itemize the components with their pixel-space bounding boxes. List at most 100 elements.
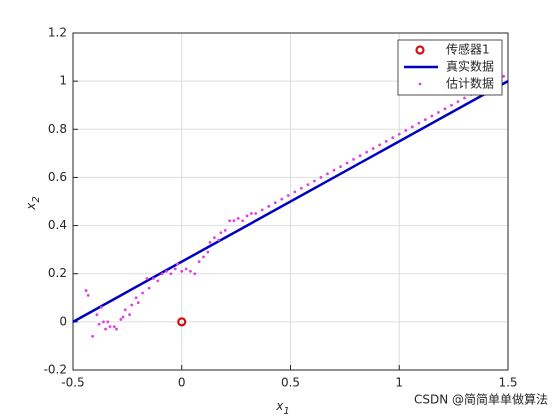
x-axis-label: x1 xyxy=(275,399,289,418)
y-tick-label: 1.2 xyxy=(48,26,67,40)
estimate-dot xyxy=(104,327,108,331)
estimate-dot xyxy=(313,179,316,183)
estimate-dot xyxy=(249,212,253,215)
estimate-dot xyxy=(217,238,221,242)
estimate-dot xyxy=(165,269,168,273)
y-tick-label: 0 xyxy=(59,314,67,328)
estimate-dot xyxy=(423,118,427,122)
estimate-dot xyxy=(219,231,223,235)
estimate-dot xyxy=(236,216,240,220)
estimate-dot xyxy=(208,241,212,244)
x-tick-label: 0.5 xyxy=(281,376,300,390)
estimate-dot xyxy=(345,161,349,165)
estimate-dot xyxy=(352,157,355,161)
estimate-dot xyxy=(147,286,151,290)
legend-label: 估计数据 xyxy=(446,76,494,91)
estimate-dot xyxy=(456,100,460,104)
estimate-dot xyxy=(273,201,277,205)
estimate-dot xyxy=(102,320,105,324)
y-tick-label: 0.2 xyxy=(48,266,67,280)
estimate-dot xyxy=(437,111,440,114)
estimate-dot xyxy=(463,96,466,100)
y-tick-label: -0.2 xyxy=(44,363,67,377)
x-tick-label: 1.5 xyxy=(498,376,517,390)
estimate-dot xyxy=(260,208,264,212)
estimate-dot xyxy=(145,277,149,280)
y-tick-label: 0.4 xyxy=(48,218,67,232)
estimate-dot xyxy=(206,250,210,254)
estimate-dot xyxy=(115,327,118,331)
estimate-dot xyxy=(332,168,336,172)
estimate-dot xyxy=(152,277,155,280)
estimate-dot xyxy=(99,306,103,309)
estimate-dot xyxy=(254,212,258,215)
estimate-dot xyxy=(193,272,197,276)
estimate-dot xyxy=(245,214,249,218)
estimate-dot xyxy=(241,219,245,223)
estimate-dot xyxy=(119,318,123,321)
x-tick-label: 1 xyxy=(395,376,403,390)
estimate-dot xyxy=(293,190,297,194)
estimate-dot xyxy=(326,172,329,176)
estimate-dot xyxy=(121,315,125,319)
estimate-dot xyxy=(280,197,284,201)
y-axis-label: x2 xyxy=(24,196,43,210)
estimate-dot xyxy=(184,267,188,271)
estimate-dot xyxy=(299,186,303,190)
x-axis-label-sub: 1 xyxy=(283,406,289,417)
estimate-dot xyxy=(84,289,88,292)
estimate-dot xyxy=(86,293,90,297)
estimate-dot xyxy=(197,260,201,264)
estimate-dot xyxy=(212,236,216,240)
estimate-dot xyxy=(450,103,453,107)
estimate-dot xyxy=(417,121,421,125)
y-axis-label-base: x xyxy=(24,202,38,211)
legend-swatch xyxy=(418,82,422,86)
estimate-dot xyxy=(286,194,290,197)
y-tick-label: 1 xyxy=(59,74,67,88)
legend-label: 传感器1 xyxy=(446,42,490,57)
x-tick-label: 0 xyxy=(178,376,186,390)
estimate-dot xyxy=(404,129,408,132)
estimate-dot xyxy=(443,107,447,111)
estimate-dot xyxy=(136,301,140,304)
axes-box xyxy=(72,32,509,371)
estimate-dot xyxy=(267,204,271,208)
estimate-dot xyxy=(169,272,173,276)
estimate-dot xyxy=(397,132,401,136)
estimate-dot xyxy=(180,269,184,273)
sensor-marker xyxy=(177,317,187,327)
estimate-dot xyxy=(358,154,362,158)
x-tick-label: -0.5 xyxy=(61,376,84,390)
estimate-dot xyxy=(130,303,134,307)
estimate-dot xyxy=(128,313,131,317)
estimate-dot xyxy=(202,255,205,259)
estimate-dot xyxy=(108,325,112,329)
estimate-dot xyxy=(112,325,116,329)
estimate-dot xyxy=(134,296,138,300)
estimate-dot xyxy=(189,269,192,273)
estimate-dot xyxy=(502,74,506,78)
estimate-dot xyxy=(228,219,232,223)
estimate-dot xyxy=(223,228,227,232)
estimate-dot xyxy=(430,114,434,118)
estimate-dot xyxy=(97,322,101,326)
estimate-dot xyxy=(371,147,375,150)
estimate-dot xyxy=(91,334,94,338)
estimate-dot xyxy=(173,267,177,271)
estimate-dot xyxy=(384,139,388,143)
estimate-dot xyxy=(141,291,145,295)
y-tick-label: 0.6 xyxy=(48,170,67,184)
estimate-dot xyxy=(391,136,395,140)
x-axis-label-base: x xyxy=(275,399,284,413)
estimate-dot xyxy=(123,308,127,312)
estimate-dot xyxy=(176,262,179,266)
estimate-dot xyxy=(306,183,310,187)
watermark: CSDN @简简单单做算法 xyxy=(414,392,548,407)
estimate-dot xyxy=(156,279,160,283)
estimate-dot xyxy=(232,219,236,223)
estimate-dot xyxy=(365,150,369,154)
estimate-dot xyxy=(160,272,164,276)
estimate-dot xyxy=(319,176,323,179)
true-line xyxy=(72,80,509,323)
